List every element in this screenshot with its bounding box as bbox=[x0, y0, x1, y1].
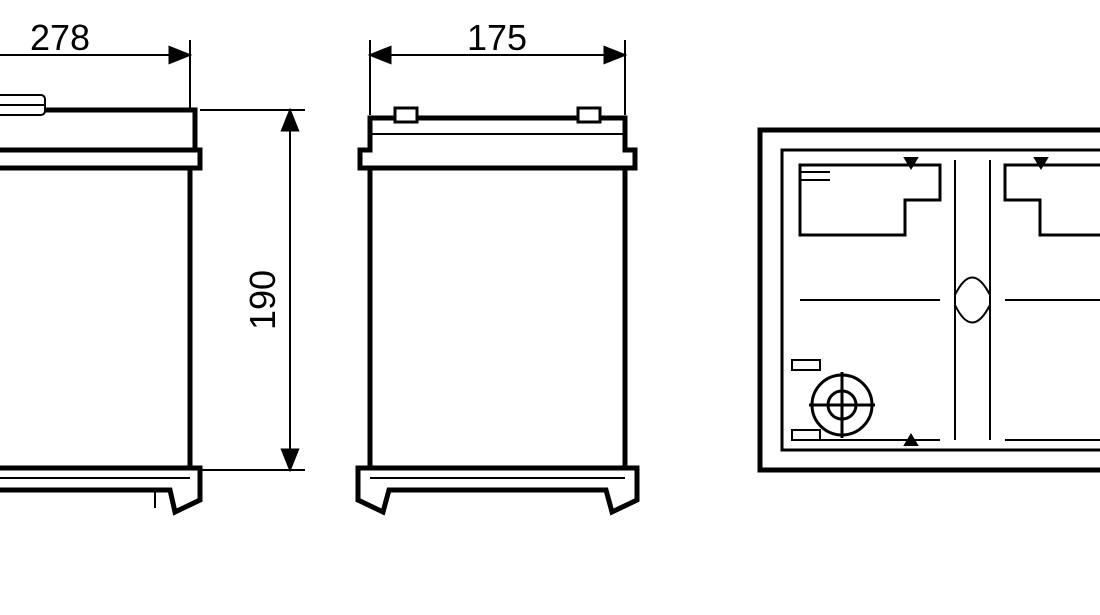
dimension-width: 175 bbox=[370, 17, 625, 115]
height-label: 190 bbox=[242, 270, 283, 330]
dimension-height: 190 bbox=[200, 110, 305, 470]
side-view bbox=[358, 108, 637, 512]
drawing-canvas: 278 175 190 bbox=[0, 0, 1100, 615]
top-view bbox=[760, 130, 1100, 470]
front-view bbox=[0, 95, 200, 512]
width-label: 175 bbox=[467, 17, 527, 58]
length-label: 278 bbox=[30, 17, 90, 58]
